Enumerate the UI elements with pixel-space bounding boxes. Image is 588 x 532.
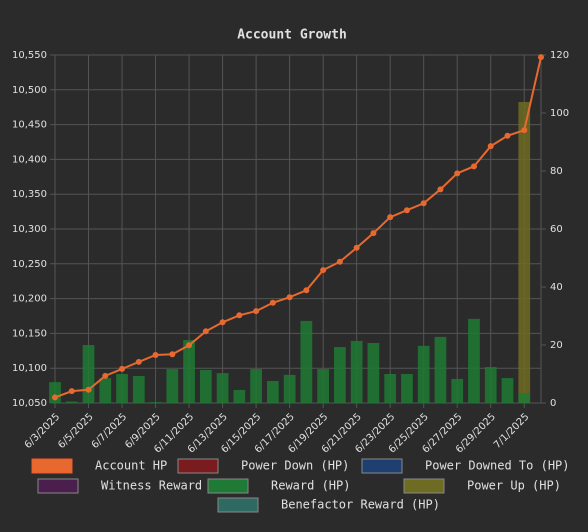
bar: [216, 373, 229, 403]
legend-swatch: [37, 478, 79, 494]
bar: [468, 318, 480, 403]
bar: [434, 336, 447, 403]
point: [420, 200, 427, 207]
legend-label: Power Up (HP): [467, 479, 561, 493]
y-tick-label: 10,250: [12, 259, 47, 270]
point: [320, 267, 327, 274]
y2-tick-label: 40: [550, 282, 563, 293]
point: [403, 207, 410, 214]
bar: [149, 402, 162, 403]
bar: [518, 393, 531, 403]
y-tick-label: 10,500: [12, 85, 47, 96]
point: [52, 394, 58, 401]
y-tick-label: 10,550: [12, 50, 47, 61]
legend-label: Power Downed To (HP): [425, 459, 570, 473]
y2-tick-label: 100: [550, 108, 569, 119]
point: [186, 342, 193, 349]
point: [437, 186, 444, 193]
point: [102, 372, 109, 379]
bar: [334, 347, 346, 403]
point: [236, 312, 243, 319]
y2-tick-label: 60: [550, 224, 563, 235]
point: [253, 308, 260, 315]
y-tick-label: 10,350: [12, 189, 47, 200]
point: [85, 386, 92, 393]
legend-label: Reward (HP): [271, 479, 350, 493]
chart-title: Account Growth: [237, 28, 347, 43]
point: [538, 54, 544, 61]
point: [269, 299, 276, 306]
bar: [183, 340, 195, 403]
bar: [250, 369, 262, 403]
point: [470, 163, 477, 170]
bar: [518, 101, 531, 403]
point: [504, 132, 511, 139]
bar: [199, 369, 212, 403]
bar: [384, 374, 397, 403]
legend-label: Witness Reward (HP): [101, 479, 238, 493]
legend-swatch: [207, 478, 249, 494]
point: [454, 170, 461, 177]
point: [119, 365, 126, 372]
bar: [401, 374, 413, 403]
point: [303, 287, 310, 294]
bar: [283, 374, 296, 403]
legend-swatch: [217, 497, 259, 513]
bar: [116, 374, 128, 403]
legend-label: Power Down (HP): [241, 459, 349, 473]
legend-label: Account HP: [95, 459, 167, 473]
legend-swatch: [31, 458, 73, 474]
y2-tick-label: 20: [550, 340, 563, 351]
y2-tick-label: 0: [550, 398, 556, 409]
point: [487, 143, 494, 150]
point: [353, 244, 360, 251]
legend-swatch: [177, 458, 219, 474]
y-tick-label: 10,100: [12, 363, 47, 374]
y2-tick-label: 80: [550, 166, 563, 177]
bar: [417, 345, 430, 403]
point: [202, 328, 209, 335]
legend-swatch: [403, 478, 445, 494]
y-tick-label: 10,300: [12, 224, 47, 235]
bar: [300, 320, 313, 403]
bar: [451, 378, 464, 403]
y2-tick-label: 120: [550, 50, 569, 61]
legend-swatch: [361, 458, 403, 474]
bar: [350, 340, 363, 403]
bar: [266, 380, 279, 403]
point: [219, 319, 226, 326]
bar: [99, 378, 112, 403]
bar: [132, 376, 145, 403]
y-tick-label: 10,200: [12, 294, 47, 305]
point: [286, 294, 293, 301]
bar: [49, 382, 61, 403]
point: [336, 258, 343, 265]
bar: [166, 369, 179, 403]
bar: [82, 345, 95, 403]
y-tick-label: 10,150: [12, 328, 47, 339]
bar: [65, 401, 78, 403]
legend-label: Benefactor Reward (HP): [281, 498, 440, 512]
bar: [501, 378, 514, 403]
point: [135, 358, 142, 365]
point: [68, 388, 75, 395]
bar: [367, 342, 380, 403]
bar: [317, 369, 330, 403]
point: [521, 127, 528, 134]
point: [152, 351, 159, 358]
bar: [233, 389, 246, 403]
line: [54, 56, 542, 399]
point: [370, 230, 377, 237]
y-tick-label: 10,450: [12, 120, 47, 131]
point: [387, 214, 394, 221]
y-tick-label: 10,050: [12, 398, 47, 409]
point: [169, 351, 176, 358]
bar: [484, 367, 497, 403]
y-tick-label: 10,400: [12, 154, 47, 165]
